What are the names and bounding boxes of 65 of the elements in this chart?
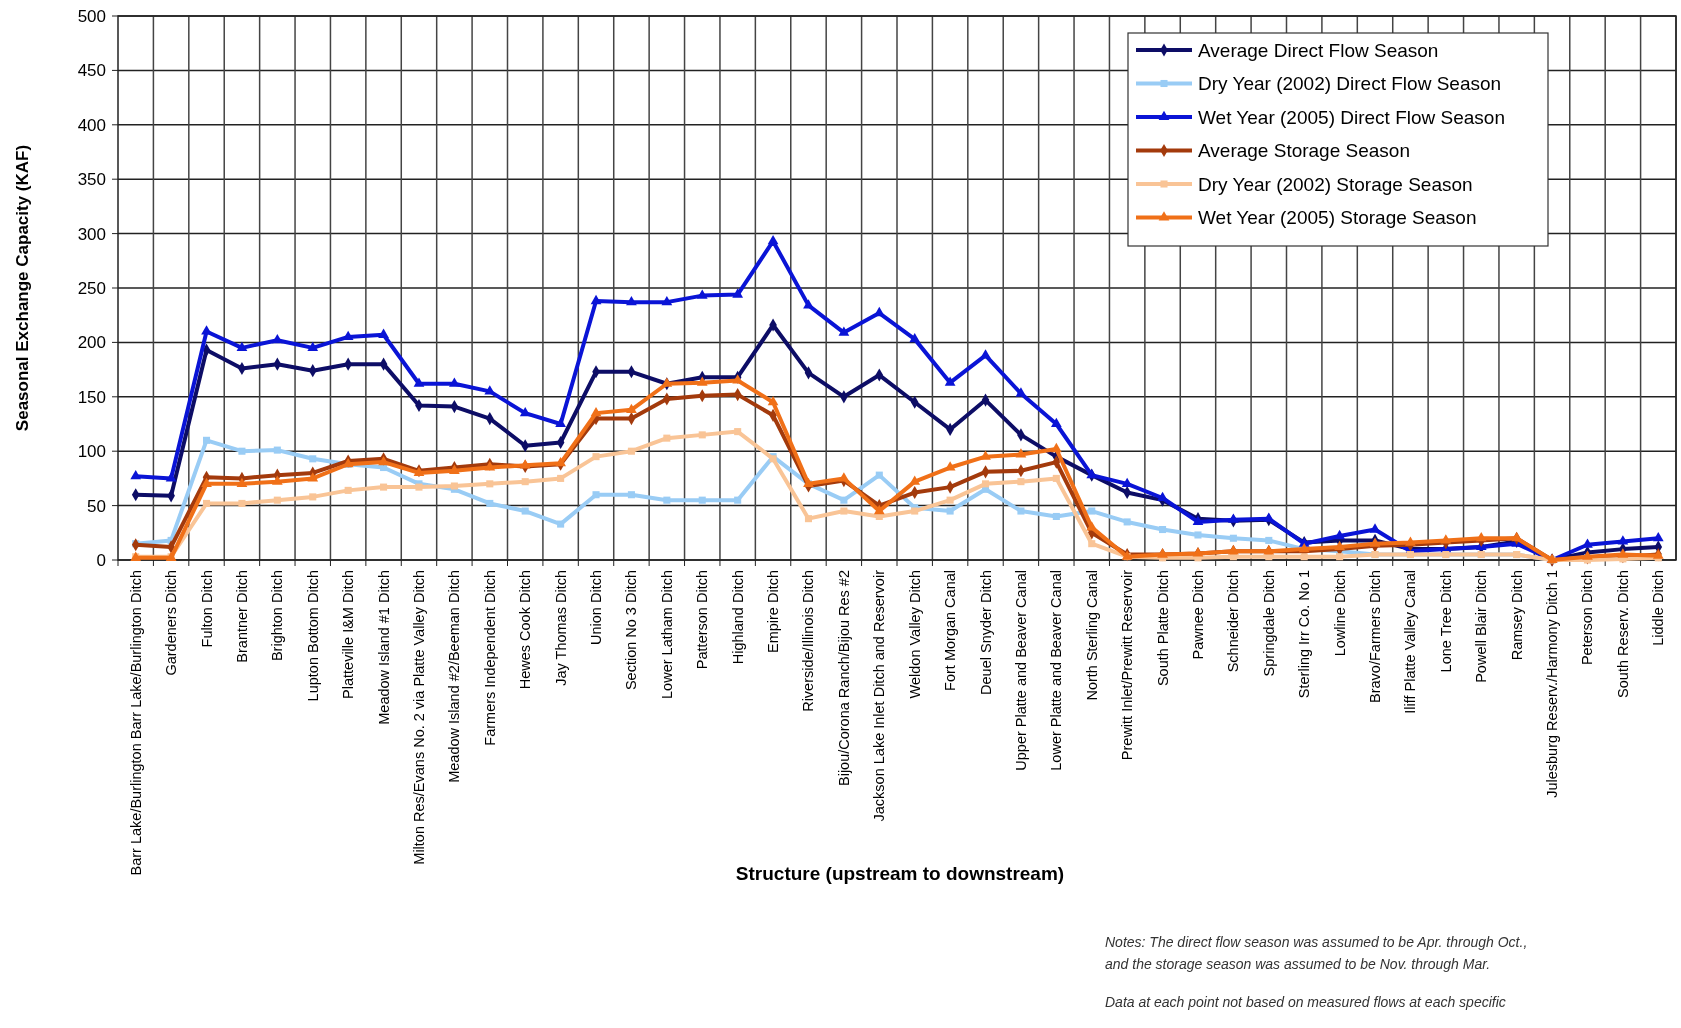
x-axis-title: Structure (upstream to downstream) xyxy=(735,863,1065,884)
legend-label: Wet Year (2005) Direct Flow Season xyxy=(1198,106,1505,128)
x-tick-label: Hewes Cook Ditch xyxy=(517,570,534,690)
x-tick-label: Bravo/Farmers Ditch xyxy=(1367,570,1384,703)
x-tick-label: Farmers Independent Ditch xyxy=(481,570,498,746)
y-tick-label: 150 xyxy=(77,387,106,407)
x-tick-label: Patterson Ditch xyxy=(694,570,711,670)
x-tick-label: Lupton Bottom Ditch xyxy=(304,570,321,702)
text: Notes: The direct flow season was assumed to be Apr. through Oct., and the storage season was assumed to be Nov. through Mar. xyxy=(1105,934,1528,972)
y-tick-label: 0 xyxy=(96,550,106,570)
text: Data at each point not based on measured flows at each specific xyxy=(1105,994,1506,1010)
x-tick-label: Platteville I&M Ditch xyxy=(340,570,357,699)
x-tick-label: Peterson Ditch xyxy=(1579,570,1596,666)
y-tick-label: 300 xyxy=(77,224,106,244)
x-tick-label: Prewitt Inlet/Prewitt Reservoir xyxy=(1119,569,1136,761)
y-tick-label: 500 xyxy=(77,6,106,26)
x-tick-label: Sterling Irr Co. No 1 xyxy=(1296,570,1313,699)
y-tick-label: 50 xyxy=(87,496,106,516)
x-tick-label: Julesburg Reserv./Harmony Ditch 1 xyxy=(1544,570,1561,798)
x-tick-label: Empire Ditch xyxy=(765,570,782,653)
x-tick-label: Lower Platte and Beaver Canal xyxy=(1048,570,1065,771)
x-tick-label: Liddle Ditch xyxy=(1650,570,1667,646)
x-tick-label: Union Ditch xyxy=(588,570,605,645)
x-tick-label: Bijou/Corona Ranch/Bijou Res #2 xyxy=(835,570,852,787)
y-tick-label: 250 xyxy=(77,278,106,298)
x-tick-label: Jackson Lake Inlet Ditch and Reservoir xyxy=(871,569,888,822)
x-tick-label: Schneider Ditch xyxy=(1225,570,1242,673)
x-tick-label: Fort Morgan Canal xyxy=(942,570,959,691)
x-tick-label: Lowline Ditch xyxy=(1331,570,1348,657)
x-tick-label: Weldon Valley Ditch xyxy=(906,570,923,699)
legend-label: Wet Year (2005) Storage Season xyxy=(1198,207,1477,229)
x-tick-label: South Platte Ditch xyxy=(1154,570,1171,687)
legend-label: Dry Year (2002) Direct Flow Season xyxy=(1198,73,1502,95)
y-tick-label: 100 xyxy=(77,442,106,462)
x-tick-label: Upper Platte and Beaver Canal xyxy=(1012,570,1029,771)
x-tick-label: Section No 3 Ditch xyxy=(623,570,640,691)
x-tick-label: Jay Thomas Ditch xyxy=(552,570,569,686)
y-tick-label: 400 xyxy=(77,115,106,135)
x-tick-label: Riverside/Illinois Ditch xyxy=(800,570,817,712)
x-tick-label: Milton Res/Evans No. 2 via Platte Valley Ditch xyxy=(410,570,427,865)
x-tick-label: Lower Latham Ditch xyxy=(658,570,675,699)
x-tick-label: Springdale Ditch xyxy=(1260,570,1277,677)
x-tick-label: Iliff Platte Valley Canal xyxy=(1402,570,1419,714)
x-tick-label: South Reserv. Ditch xyxy=(1614,570,1631,698)
x-tick-label: Brantner Ditch xyxy=(233,570,250,663)
legend-label: Dry Year (2002) Storage Season xyxy=(1198,173,1473,195)
y-tick-label: 350 xyxy=(77,170,106,190)
legend-label: Average Direct Flow Season xyxy=(1198,39,1439,61)
x-tick-label: Powell Blair Ditch xyxy=(1473,570,1490,683)
x-tick-label: Barr Lake/Burlington Barr Lake/Burlington Ditch xyxy=(127,570,144,876)
y-tick-label: 200 xyxy=(77,333,106,353)
x-tick-label: North Sterling Canal xyxy=(1083,570,1100,701)
y-tick-label: 450 xyxy=(77,61,106,81)
x-tick-label: Lone Tree Ditch xyxy=(1437,570,1454,673)
legend-label: Average Storage Season xyxy=(1198,140,1410,162)
x-tick-label: Highland Ditch xyxy=(729,570,746,665)
x-tick-label: Pawnee Ditch xyxy=(1189,570,1206,660)
x-tick-label: Ramsey Ditch xyxy=(1508,570,1525,661)
y-axis-title: Seasonal Exchange Capacity (KAF) xyxy=(13,144,32,432)
x-tick-label: Meadow Island #1 Ditch xyxy=(375,570,392,725)
x-tick-label: Gardeners Ditch xyxy=(163,570,180,676)
x-tick-label: Meadow Island #2/Beeman Ditch xyxy=(446,570,463,783)
x-tick-label: Brighton Ditch xyxy=(269,570,286,662)
x-tick-label: Fulton Ditch xyxy=(198,570,215,648)
x-tick-label: Deuel Snyder Ditch xyxy=(977,570,994,695)
